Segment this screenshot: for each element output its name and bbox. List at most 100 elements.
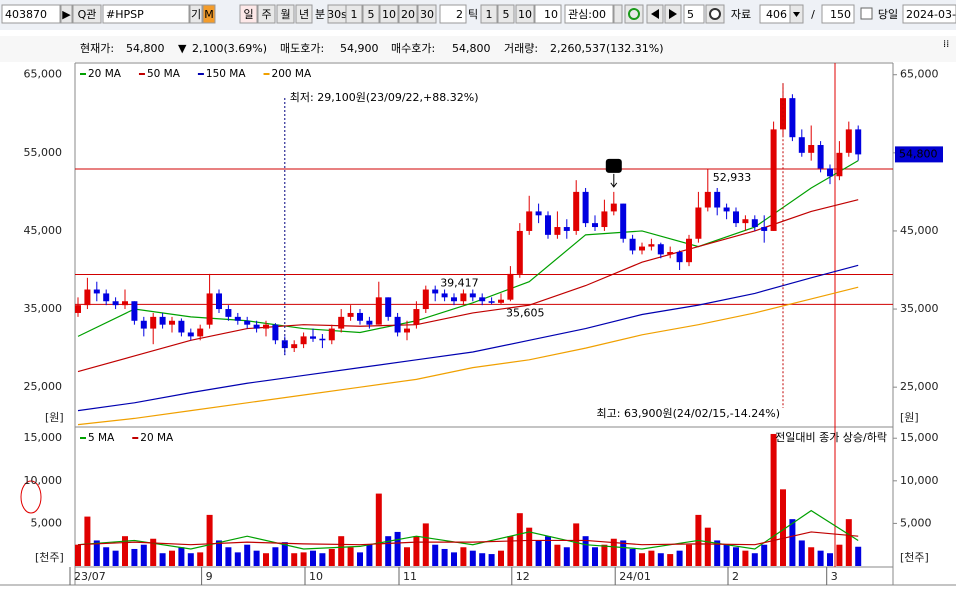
button[interactable] [72,4,102,24]
button-label[interactable]: ▶ [62,8,71,21]
volume-bar [375,493,382,566]
button-label[interactable]: 20 [401,8,415,21]
input-text[interactable]: 403870 [5,8,47,21]
button[interactable] [362,4,380,24]
button[interactable] [239,4,258,24]
input-text[interactable]: 5 [687,8,694,21]
candle-body [545,215,551,235]
candle-body [488,301,495,303]
pane-menu[interactable]: ⁞⁞ [943,39,949,50]
spinner[interactable] [613,4,623,24]
text-input[interactable] [1,4,61,24]
input-text[interactable]: 150 [830,8,851,21]
y-tick-label-right: 5,000 [900,516,932,529]
button[interactable] [257,4,276,24]
input-text[interactable]: 406 [766,8,787,21]
candle-body [761,227,768,231]
icons[interactable] [613,4,873,24]
annotation: 최고: 63,900원(24/02/15,-14.24%) [597,407,780,420]
y-tick-label: 45,000 [24,224,63,237]
button-label[interactable]: 1 [486,8,493,21]
candle-body [112,301,119,306]
text-input[interactable] [902,4,956,24]
button[interactable] [379,4,399,24]
button-label[interactable]: M [204,8,214,21]
input-text[interactable]: 2 [456,8,463,21]
volume-bar [122,536,128,566]
info-text: 현재가: [80,42,114,55]
text-input[interactable] [759,4,791,24]
button-label[interactable]: 5 [503,8,510,21]
candle-body [272,324,279,341]
volume-bar [592,547,598,566]
candle-body [84,289,91,306]
button-label[interactable]: 주 [261,8,271,21]
text-input[interactable] [821,4,855,24]
input-text[interactable]: 관심:00 [568,8,606,21]
info-text: 54,800 [126,42,165,55]
button[interactable] [480,4,498,24]
y-tick-label: 10,000 [24,474,63,487]
text-input[interactable] [439,4,467,24]
button-label[interactable]: 1 [351,8,358,21]
info-bar [0,36,956,62]
volume-bar [291,553,298,566]
candle-body [629,238,636,251]
candle-body [347,312,354,317]
candle-body [507,273,514,300]
candle-body [610,203,617,212]
checkbox[interactable] [860,7,873,20]
y-tick-label-right: 35,000 [900,302,939,315]
x-tick-label: 23/07 [74,570,106,583]
button[interactable] [276,4,295,24]
text-input[interactable] [564,4,614,24]
input-text[interactable]: 10 [544,8,558,21]
volume-bar [460,547,467,566]
input-text[interactable]: #HPSP [106,8,144,21]
button[interactable] [202,4,216,24]
button[interactable] [417,4,437,24]
button[interactable] [515,4,535,24]
button[interactable] [295,4,313,24]
button[interactable] [345,4,363,24]
y-tick-label-right: 45,000 [900,224,939,237]
button[interactable] [60,4,73,24]
volume-bar [620,540,627,566]
candle-body [780,98,786,130]
button-label[interactable]: 월 [280,8,290,21]
volume-bar [140,544,147,566]
button-label[interactable]: 10 [382,8,396,21]
button-label[interactable]: 30s [327,8,347,21]
button-label[interactable]: Q관 [78,8,97,21]
volume-bar [319,553,326,566]
button-label[interactable]: 30 [420,8,434,21]
y-tick-label: 15,000 [24,431,63,444]
candle-body [263,324,269,329]
candle-body [159,316,166,325]
candle-body [563,227,570,231]
marker-box [605,158,622,173]
button[interactable] [189,4,203,24]
button-label[interactable]: 10 [518,8,532,21]
button-label[interactable]: 5 [368,8,375,21]
candle-body [422,289,429,310]
text-input[interactable] [683,4,705,24]
button-label: / [811,8,815,21]
refresh-button[interactable] [624,4,644,24]
button[interactable] [497,4,515,24]
button[interactable] [398,4,418,24]
button-label[interactable]: 일 [243,7,253,21]
button-label[interactable]: 기 [191,8,201,21]
button-label[interactable]: 년 [299,8,309,21]
candle-body [93,289,100,294]
volume-bar [413,536,420,566]
text-input[interactable] [534,4,562,24]
candle-body [469,293,476,298]
volume-bar [394,531,401,566]
input-text[interactable]: 2024-03- [906,8,956,21]
volume-bar [357,552,363,566]
candle-body [432,289,439,294]
candle-body [686,238,692,263]
text-input[interactable] [102,4,190,24]
settings-icon [709,8,721,20]
